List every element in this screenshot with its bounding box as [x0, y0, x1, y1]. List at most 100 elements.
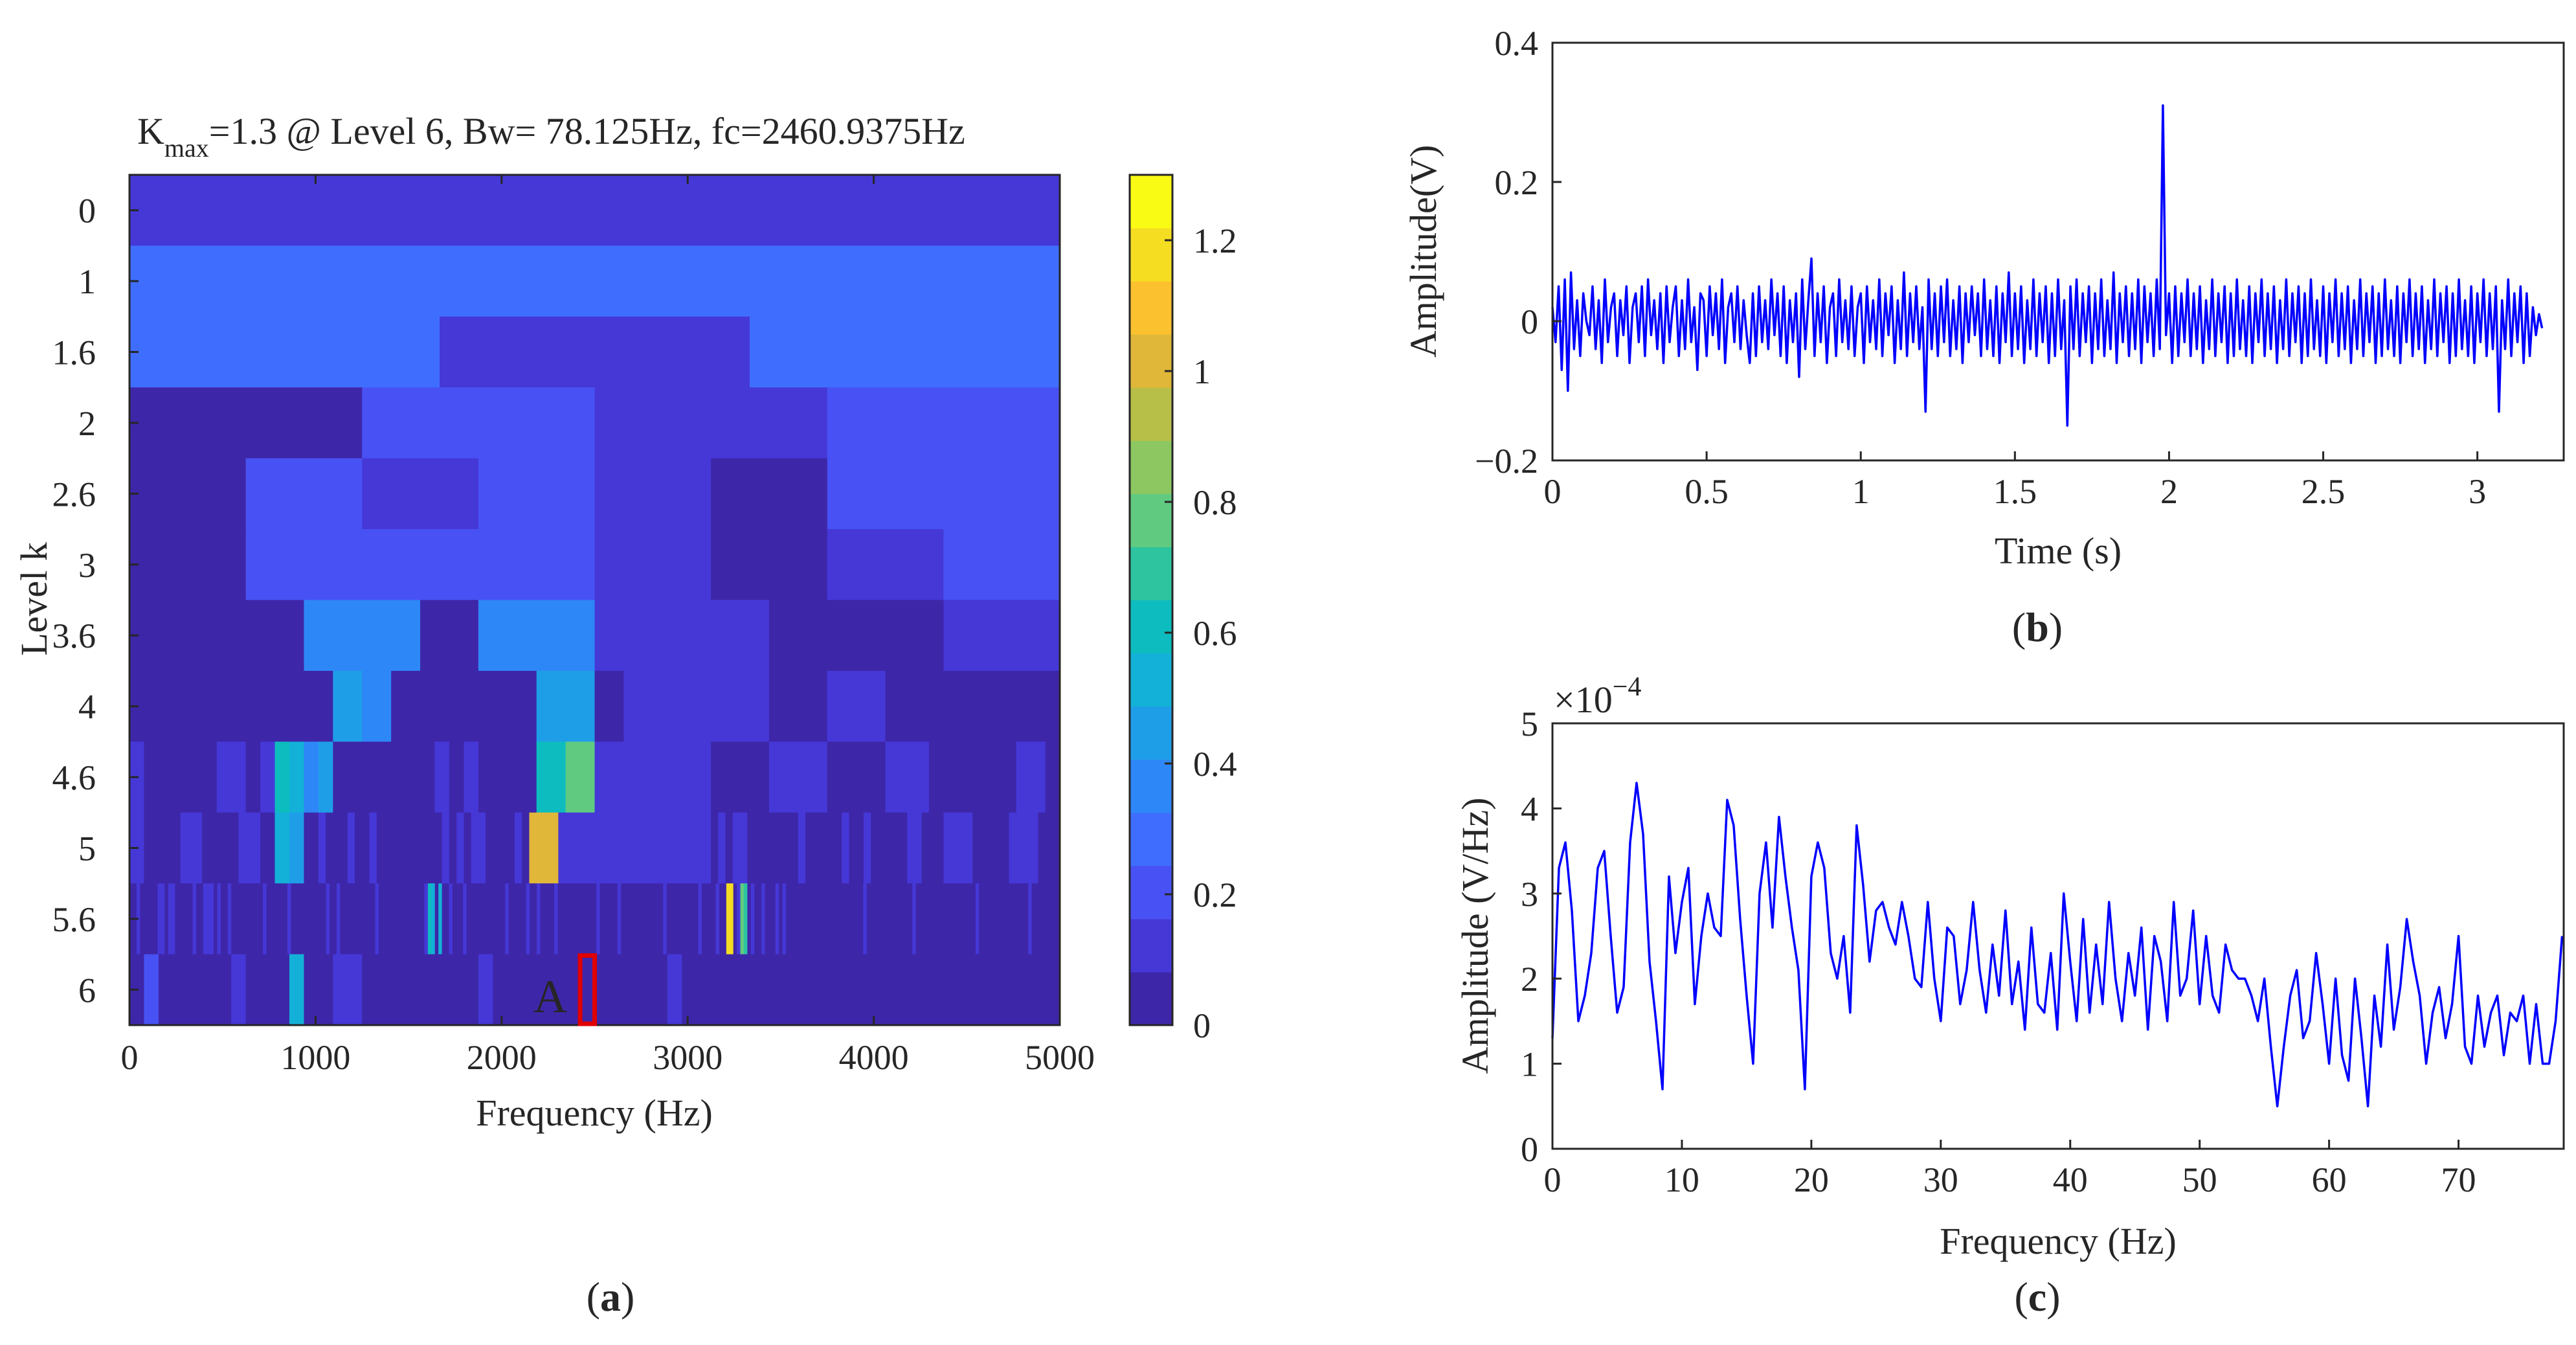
envelope-spectrum-line	[1551, 782, 2564, 1108]
y-tick-label: 0.4	[1495, 24, 1539, 63]
heatmap-cell	[944, 883, 948, 955]
y-tick-label: 4	[78, 688, 96, 727]
heatmap-cell	[969, 883, 973, 955]
heatmap-cell	[599, 883, 604, 955]
heatmap-cell	[846, 883, 850, 955]
colorbar-segment	[1130, 653, 1172, 707]
heatmap-cell	[1045, 954, 1060, 1026]
heatmap-cell	[158, 741, 174, 813]
heatmap-cell	[551, 954, 566, 1026]
heatmap-cell	[427, 883, 432, 955]
colorbar-segment	[1130, 600, 1172, 654]
heatmap-cell	[575, 883, 579, 955]
heatmap-cell	[856, 670, 886, 742]
heatmap-cell	[930, 883, 934, 955]
heatmap-cell	[500, 812, 508, 884]
heatmap-cell	[715, 883, 720, 955]
heatmap-cell	[347, 883, 352, 955]
heatmap-cell	[382, 883, 386, 955]
heatmap-cell	[842, 883, 846, 955]
heatmap-cell	[304, 600, 363, 672]
heatmap-cell	[638, 812, 646, 884]
heatmap-cell	[234, 883, 239, 955]
heatmap-cell	[579, 883, 583, 955]
heatmap-cell	[621, 883, 625, 955]
heatmap-cell	[660, 812, 668, 884]
heatmap-cell	[711, 529, 828, 601]
heatmap-cell	[987, 954, 1002, 1026]
x-tick-label: 50	[2182, 1160, 2217, 1199]
heatmap-cell	[908, 883, 913, 955]
heatmap-cell	[623, 812, 632, 884]
heatmap-cell	[438, 883, 443, 955]
heatmap-cell	[187, 670, 218, 742]
heatmap-cell	[466, 883, 471, 955]
heatmap-cell	[284, 883, 288, 955]
heatmap-cell	[698, 883, 702, 955]
heatmap-cell	[343, 883, 348, 955]
heatmap-cell	[943, 458, 1060, 530]
heatmap-cell	[187, 600, 247, 672]
heatmap-cell	[609, 954, 624, 1026]
heatmap-cell	[940, 883, 945, 955]
heatmap-cell	[1038, 812, 1046, 884]
heatmap-cell	[420, 741, 436, 813]
heatmap-cell	[434, 741, 450, 813]
heatmap-cell	[540, 883, 544, 955]
heatmap-cell	[1031, 954, 1046, 1026]
heatmap-cell	[512, 883, 517, 955]
heatmap-cell	[498, 883, 502, 955]
heatmap-cell	[333, 883, 337, 955]
heatmap-cell	[195, 812, 203, 884]
heatmap-cell	[178, 883, 183, 955]
heatmap-cell	[143, 883, 148, 955]
heatmap-cell	[768, 670, 799, 742]
heatmap-cell	[689, 812, 697, 884]
heatmap-cell	[807, 883, 811, 955]
heatmap-cell	[158, 954, 174, 1026]
heatmap-cell	[817, 883, 822, 955]
colorbar-segment	[1130, 547, 1172, 601]
heatmap-cell	[885, 812, 893, 884]
heatmap-cell	[856, 812, 864, 884]
heatmap-cell	[478, 600, 537, 672]
heatmap-cell	[596, 883, 601, 955]
heatmap-cell	[863, 812, 871, 884]
heatmap-cell	[245, 812, 254, 884]
heatmap-cell	[202, 741, 218, 813]
heatmap-cell	[594, 954, 610, 1026]
heatmap-cell	[484, 883, 488, 955]
heatmap-cell	[507, 954, 522, 1026]
heatmap-cell	[768, 954, 784, 1026]
x-tick-label: 1	[1852, 472, 1870, 511]
heatmap-cell	[873, 883, 878, 955]
heatmap-x-ticks: 0 1000 2000 3000 4000 5000	[121, 175, 1095, 1077]
heatmap-cell	[790, 812, 799, 884]
heatmap-cell	[452, 883, 456, 955]
heatmap-cell	[311, 883, 316, 955]
spectrum-x-ticks: 0 10 20 30 40 50 60 70	[1544, 1140, 2476, 1199]
heatmap-cell	[442, 883, 446, 955]
heatmap-cell	[551, 741, 566, 813]
heatmap-cell	[603, 883, 608, 955]
heatmap-cell	[726, 883, 730, 955]
colorbar-tick-label: 0.8	[1193, 483, 1237, 522]
heatmap-cell	[757, 883, 762, 955]
heatmap-cell	[842, 954, 857, 1026]
heatmap-cell	[652, 883, 656, 955]
heatmap-cell	[1045, 812, 1053, 884]
heatmap-cell	[180, 812, 188, 884]
x-tick-label: 0.5	[1685, 472, 1729, 511]
heatmap-cell	[863, 883, 868, 955]
heatmap-cell	[750, 316, 906, 388]
colorbar-tick-label: 1.2	[1193, 221, 1237, 260]
heatmap-cell	[217, 883, 221, 955]
heatmap-cell	[631, 883, 636, 955]
heatmap-cell	[289, 812, 297, 884]
heatmap-cell	[304, 954, 319, 1026]
heatmap-cell	[144, 741, 159, 813]
heatmap-cell	[333, 670, 363, 742]
heatmap-cell	[653, 812, 661, 884]
heatmap-cell	[653, 741, 668, 813]
heatmap-cell	[260, 812, 268, 884]
